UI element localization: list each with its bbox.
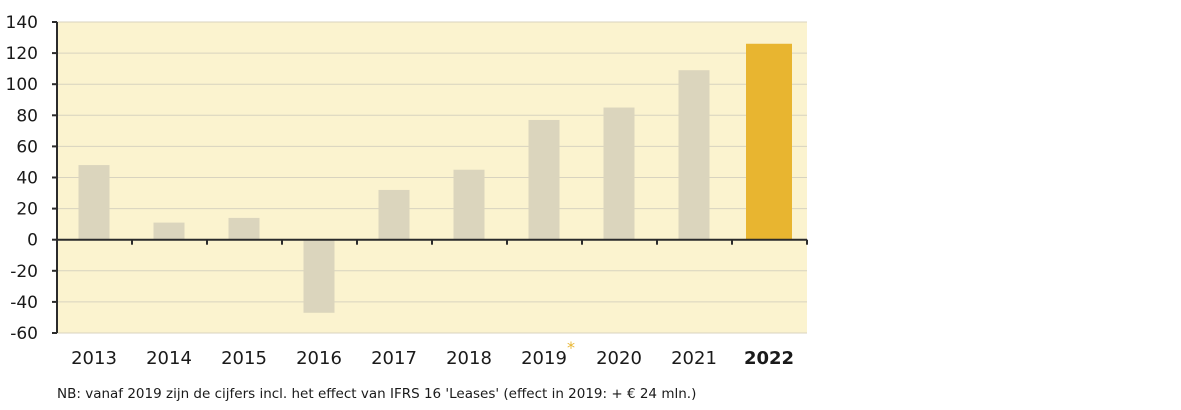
bar-2016 (303, 239, 335, 313)
bar-2021 (678, 70, 710, 240)
y-tick-label: 140 (6, 13, 38, 33)
x-tick-label-2019: 2019 (521, 348, 567, 369)
x-tick-label-2022: 2022 (744, 348, 794, 369)
x-tick-labels: 2013 2014 2015 2016 2017 2018 2019* 2020 2021 202… (71, 338, 794, 369)
bar-chart: 140 120 100 80 60 40 20 0 -20 -40 -60 2013 2014 2015… (6, 13, 808, 369)
x-tick-label-2014: 2014 (146, 348, 192, 369)
bar-2020 (603, 107, 635, 240)
x-tick-label-2013: 2013 (71, 348, 117, 369)
footnote: NB: vanaf 2019 zijn de cijfers incl. het… (57, 386, 697, 402)
footnote-marker: * (567, 338, 575, 357)
bars (78, 43, 792, 313)
bar-2022 (746, 43, 792, 240)
bar-2018 (453, 169, 485, 240)
x-tick-label-2021: 2021 (671, 348, 717, 369)
x-tick-label-2016: 2016 (296, 348, 342, 369)
axes (52, 21, 808, 334)
x-tick-label-2018: 2018 (446, 348, 492, 369)
y-tick-label: 20 (16, 200, 38, 220)
bar-2017 (378, 189, 410, 240)
y-tick-label: 0 (27, 231, 38, 251)
bar-2013 (78, 165, 110, 240)
y-tick-label: 40 (16, 169, 38, 189)
x-tick-label-2017: 2017 (371, 348, 417, 369)
y-tick-label: -40 (10, 293, 38, 313)
bar-2014 (153, 222, 185, 240)
x-tick-label-2015: 2015 (221, 348, 267, 369)
y-tick-label: 100 (6, 75, 38, 95)
bar-2015 (228, 217, 260, 240)
bar-2019 (528, 119, 560, 240)
y-tick-label: 120 (6, 44, 38, 64)
y-tick-label: -60 (10, 324, 38, 344)
y-tick-labels: 140 120 100 80 60 40 20 0 -20 -40 -60 (6, 13, 38, 344)
y-tick-label: -20 (10, 262, 38, 282)
y-tick-label: 60 (16, 137, 38, 157)
y-tick-label: 80 (16, 106, 38, 126)
x-tick-label-2020: 2020 (596, 348, 642, 369)
